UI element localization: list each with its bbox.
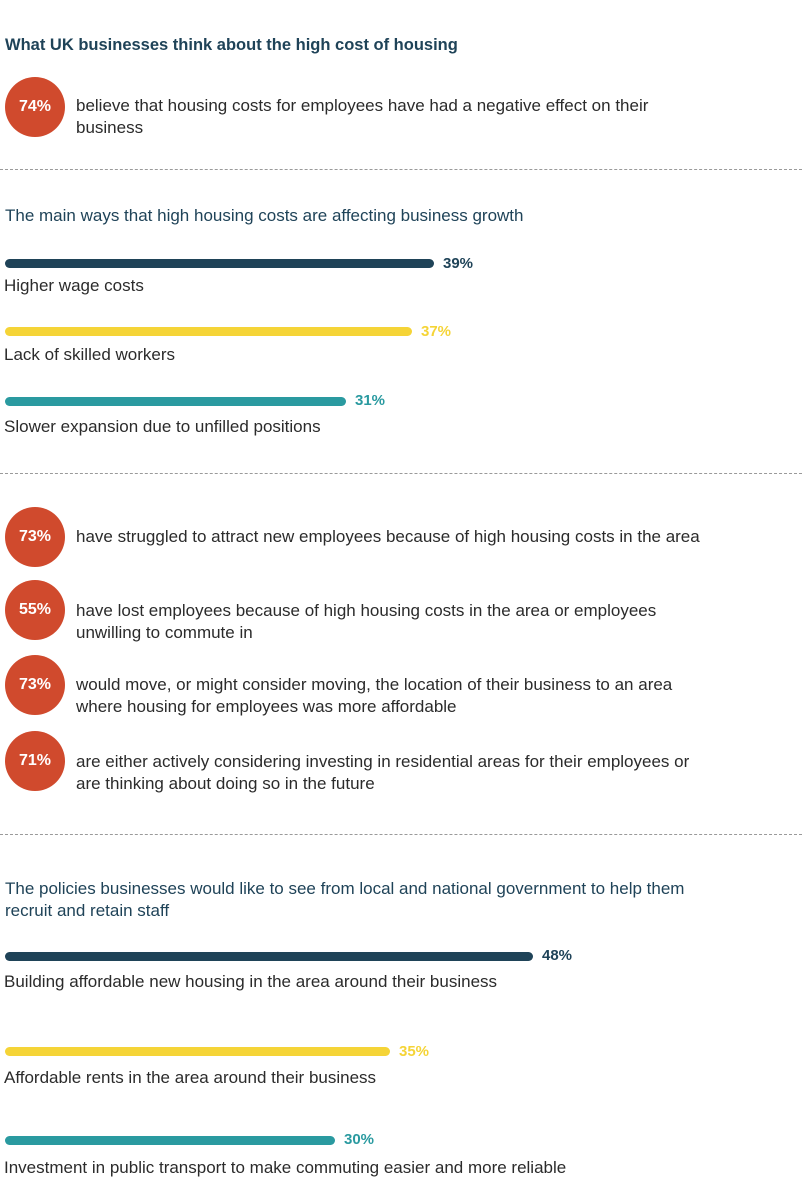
divider: [0, 169, 802, 170]
section-subtitle: The main ways that high housing costs ar…: [5, 206, 524, 225]
bar: [5, 1047, 390, 1056]
bar: [5, 1136, 335, 1145]
bar-category-label: Investment in public transport to make c…: [4, 1158, 567, 1177]
bar-value-label: 30%: [344, 1131, 375, 1148]
bar: [5, 397, 346, 406]
stat-text: would move, or might consider moving, th…: [76, 675, 673, 716]
bar-category-label: Slower expansion due to unfilled positio…: [4, 417, 321, 436]
stat-circle: 71%: [5, 731, 65, 791]
bar-category-label: Building affordable new housing in the a…: [4, 972, 498, 991]
bar-value-label: 35%: [399, 1043, 430, 1060]
bar-value-label: 48%: [542, 947, 573, 964]
stat-circle: 73%: [5, 507, 65, 567]
bar-value-label: 31%: [355, 392, 386, 409]
stat-text: have struggled to attract new employees …: [76, 527, 700, 546]
page-title: What UK businesses think about the high …: [5, 36, 458, 54]
stat-text: are either actively considering investin…: [76, 752, 690, 793]
bar-category-label: Affordable rents in the area around thei…: [4, 1068, 377, 1087]
stat-circle: 73%: [5, 655, 65, 715]
section-subtitle: The policies businesses would like to se…: [5, 879, 685, 920]
stat-text: have lost employees because of high hous…: [76, 601, 657, 642]
bar-value-label: 37%: [421, 323, 452, 340]
bar-value-label: 39%: [443, 255, 474, 272]
stat-text: believe that housing costs for employees…: [76, 96, 649, 137]
divider: [0, 473, 802, 474]
stat-circle: 55%: [5, 580, 65, 640]
divider: [0, 834, 802, 835]
bar: [5, 952, 533, 961]
bar-category-label: Higher wage costs: [4, 276, 144, 295]
bar: [5, 259, 434, 268]
bar: [5, 327, 412, 336]
stat-circle: 74%: [5, 77, 65, 137]
bar-category-label: Lack of skilled workers: [4, 345, 176, 364]
